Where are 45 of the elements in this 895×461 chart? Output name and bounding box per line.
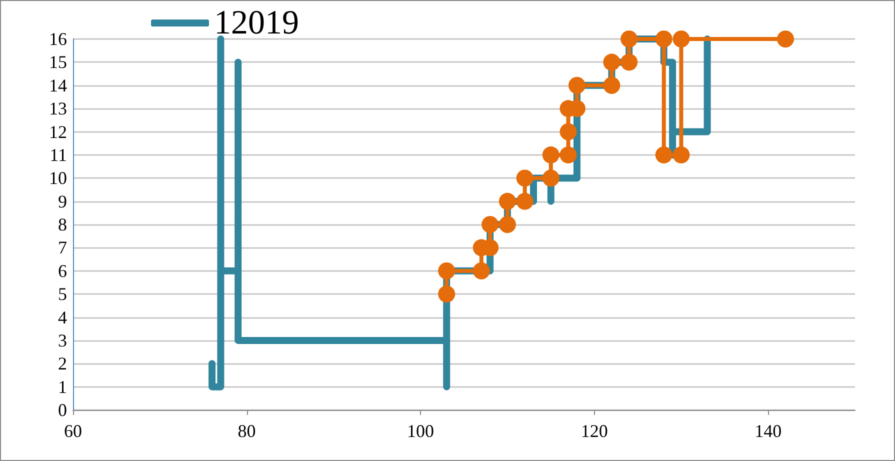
point (516, 170, 534, 187)
point (438, 262, 456, 280)
point (498, 192, 516, 210)
point (472, 262, 490, 280)
y-tick-label: 3 (58, 330, 67, 350)
x-tick-label: 120 (580, 421, 608, 441)
point (603, 76, 620, 94)
legend-label: 12019 (214, 4, 299, 42)
y-tick-label: 5 (58, 284, 67, 304)
y-tick-label: 8 (58, 214, 67, 234)
point (655, 146, 672, 164)
x-tick-label: 140 (754, 421, 782, 441)
point (672, 146, 690, 164)
point (516, 192, 534, 210)
point (655, 30, 672, 48)
point (620, 54, 638, 71)
point (603, 54, 620, 71)
y-tick-label: 10 (49, 168, 67, 188)
y-tick-label: 16 (49, 29, 67, 49)
y-tick-label: 7 (58, 238, 67, 258)
point (568, 76, 586, 94)
y-tick-label: 14 (49, 75, 67, 96)
point (498, 216, 516, 233)
y-tick-label: 0 (58, 400, 67, 420)
point (560, 123, 577, 140)
x-tick-label: 80 (238, 421, 256, 441)
point (560, 146, 577, 164)
y-tick-label: 12 (49, 122, 67, 142)
y-tick-label: 6 (58, 260, 67, 281)
point (542, 170, 560, 187)
y-tick-label: 15 (49, 52, 67, 72)
point (777, 30, 794, 48)
point (672, 30, 690, 48)
point (438, 286, 456, 303)
x-tick-label: 100 (407, 421, 434, 441)
point (542, 146, 560, 164)
y-tick-label: 2 (58, 354, 67, 374)
point (482, 216, 499, 233)
y-tick-label: 4 (58, 307, 67, 328)
y-tick-label: 11 (50, 144, 67, 165)
y-tick-label: 9 (58, 191, 67, 212)
x-tick-label: 60 (64, 421, 82, 441)
point (620, 30, 638, 48)
y-tick-label: 1 (58, 376, 67, 397)
y-tick-label: 13 (49, 98, 67, 119)
